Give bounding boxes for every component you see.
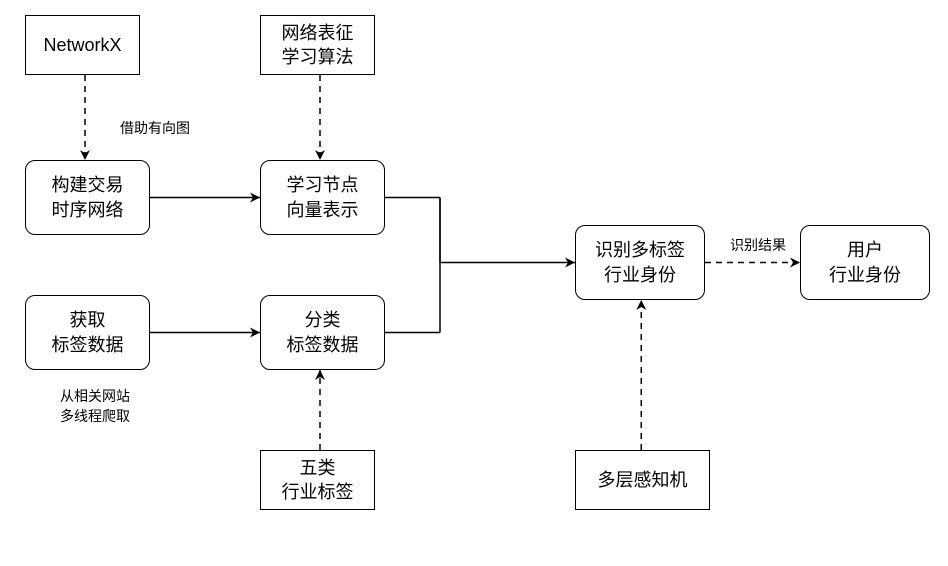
node-text: 向量表示 [287,198,359,222]
node-text: 识别多标签 [595,238,685,262]
node-text: 行业标签 [282,480,354,504]
node-user-identity: 用户行业身份 [800,225,930,300]
node-net-rep-algo: 网络表征学习算法 [260,15,375,75]
node-text: 学习算法 [282,45,354,69]
node-text: NetworkX [43,33,121,57]
node-text: 标签数据 [52,333,124,357]
node-classify-label: 分类标签数据 [260,295,385,370]
node-text: 获取 [70,308,106,332]
node-text: 行业身份 [604,263,676,287]
label-digraph: 借助有向图 [120,118,190,138]
node-text: 行业身份 [829,263,901,287]
node-text: 标签数据 [287,333,359,357]
node-five-labels: 五类行业标签 [260,450,375,510]
node-learn-vec: 学习节点向量表示 [260,160,385,235]
node-build-tx-net: 构建交易时序网络 [25,160,150,235]
node-text: 构建交易 [52,173,124,197]
node-text: 用户 [847,238,883,262]
label-result: 识别结果 [730,235,786,255]
node-networkx: NetworkX [25,15,140,75]
node-text: 五类 [300,456,336,480]
node-get-label-data: 获取标签数据 [25,295,150,370]
node-text: 时序网络 [52,198,124,222]
node-mlp: 多层感知机 [575,450,710,510]
node-text: 多层感知机 [598,468,688,492]
node-text: 学习节点 [287,173,359,197]
node-text: 网络表征 [282,21,354,45]
label-crawl: 从相关网站 多线程爬取 [60,386,130,426]
node-identify: 识别多标签行业身份 [575,225,705,300]
node-text: 分类 [305,308,341,332]
